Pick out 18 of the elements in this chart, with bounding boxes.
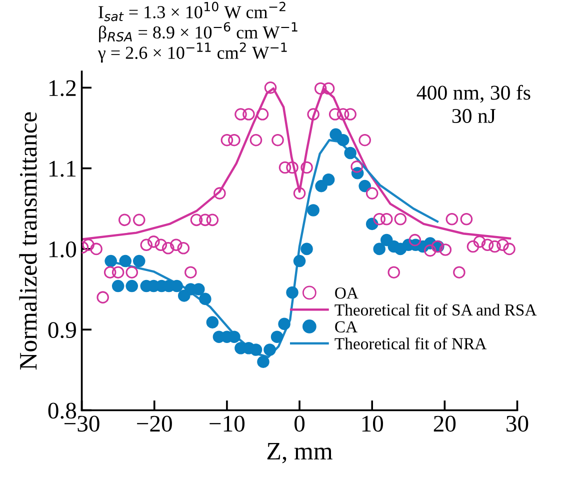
x-tick-label: 30 xyxy=(506,416,528,432)
legend-label: CA xyxy=(335,321,358,332)
x-tick-label: 10 xyxy=(362,416,383,432)
x-tick-label: −10 xyxy=(210,416,245,432)
legend-label: Theoretical fit of SA and RSA xyxy=(334,304,537,316)
text: I$_{sat}$ = 1.3 × 10$^{10}$ W cm$^{−2}$ β$_{RSA}$ = 8.9 × 10$^{−6}$ cm W$^{−1}$ γ = 2.6 × 10$^{−11}$ cm$^{2}$ W$^{−1}$ xyxy=(98,2,298,63)
x-tick-label: 0 xyxy=(294,416,305,432)
annotation: 400 nm, 30 fs 30 nJ xyxy=(416,84,530,123)
legend-label: Theoretical fit of NRA xyxy=(334,337,487,350)
x-axis-title: Z, mm xyxy=(267,443,332,464)
y-axis-title: Normalized transmittance xyxy=(19,112,37,370)
y-tick-label: 1.2 xyxy=(49,80,76,96)
x-tick-label: −20 xyxy=(137,416,172,432)
y-tick-label: 0.9 xyxy=(48,322,76,338)
y-tick-label: 1.0 xyxy=(49,241,76,258)
x-tick-label: 20 xyxy=(434,416,456,432)
y-tick-label: 1.1 xyxy=(49,160,76,177)
legend-label: OA xyxy=(335,288,358,299)
